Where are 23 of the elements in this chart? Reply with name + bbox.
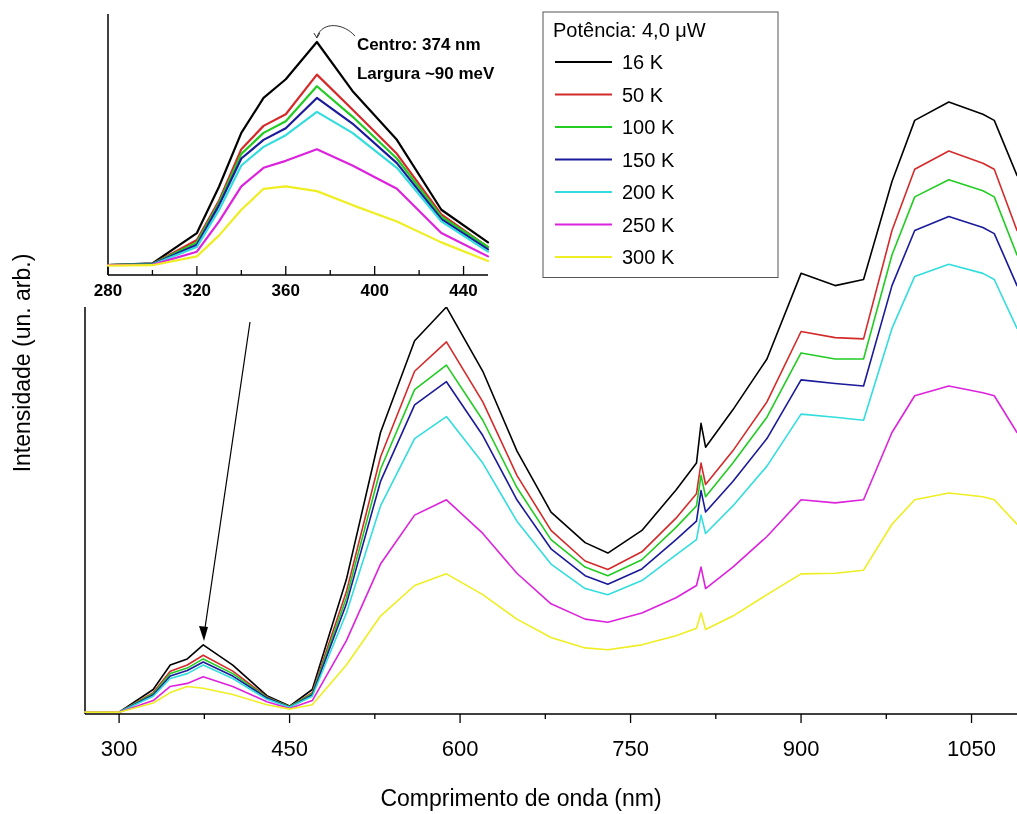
x-tick-label: 900	[782, 736, 820, 761]
x-tick-label: 600	[441, 736, 479, 761]
legend-label: 150 K	[622, 148, 675, 171]
legend-label: 100 K	[622, 116, 675, 138]
x-tick-label: 320	[182, 281, 212, 300]
x-tick-label: 280	[93, 281, 123, 300]
x-tick-label: 300	[100, 736, 138, 761]
legend-label: 250 K	[622, 213, 675, 236]
x-tick-label: 750	[612, 736, 649, 761]
legend-label: 16 K	[622, 51, 664, 73]
x-tick-label: 360	[271, 281, 300, 300]
annotation: Largura ~90 meV	[356, 64, 496, 83]
annotation: Centro: 374 nm	[356, 35, 481, 54]
x-tick-label: 400	[360, 281, 389, 300]
x-tick-label: 440	[449, 281, 478, 300]
x-tick-label: 450	[271, 736, 308, 761]
legend-label: 50 K	[622, 83, 664, 106]
legend-label: 200 K	[622, 181, 675, 203]
y-axis-title: Intensidade (un. arb.)	[9, 253, 35, 473]
legend-title: Potência: 4,0 μW	[553, 19, 706, 41]
x-axis-title: Comprimento de onda (nm)	[380, 785, 662, 811]
x-tick-label: 1050	[947, 736, 997, 761]
legend-label: 300 K	[622, 246, 675, 268]
